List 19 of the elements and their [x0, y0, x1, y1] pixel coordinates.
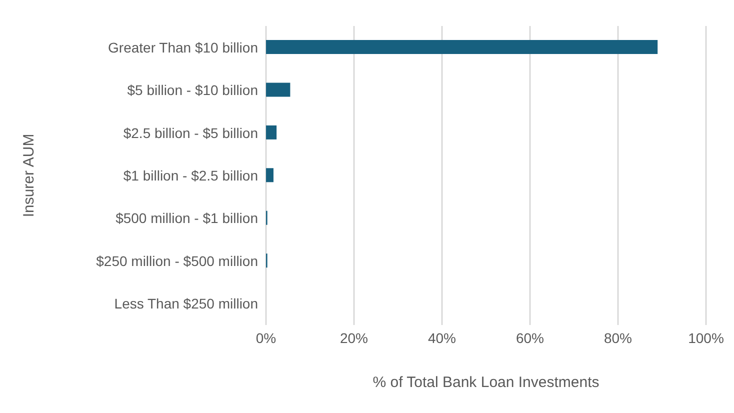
x-tick-label: 60% [516, 330, 544, 346]
y-axis-title: Insurer AUM [20, 134, 38, 218]
y-tick-label: $1 billion - $2.5 billion [123, 167, 258, 184]
x-axis-title: % of Total Bank Loan Investments [372, 374, 600, 391]
x-tick-label: 20% [340, 330, 368, 346]
x-tick-label: 40% [428, 330, 456, 346]
y-tick-label: $500 million - $1 billion [116, 210, 258, 226]
x-tick-label: 80% [604, 330, 632, 346]
bar [266, 40, 658, 54]
y-tick-label: $5 billion - $10 billion [127, 82, 258, 98]
y-tick-label: $2.5 billion - $5 billion [123, 124, 258, 141]
y-tick-label: $250 million - $500 million [96, 252, 258, 269]
x-tick-label: 0% [256, 330, 276, 346]
bar [266, 125, 277, 140]
y-tick-label: Less Than $250 million [114, 296, 258, 312]
x-tick-label: 100% [688, 330, 724, 346]
bar [266, 82, 290, 97]
y-tick-label: Greater Than $10 billion [108, 39, 258, 56]
bar [266, 168, 274, 182]
